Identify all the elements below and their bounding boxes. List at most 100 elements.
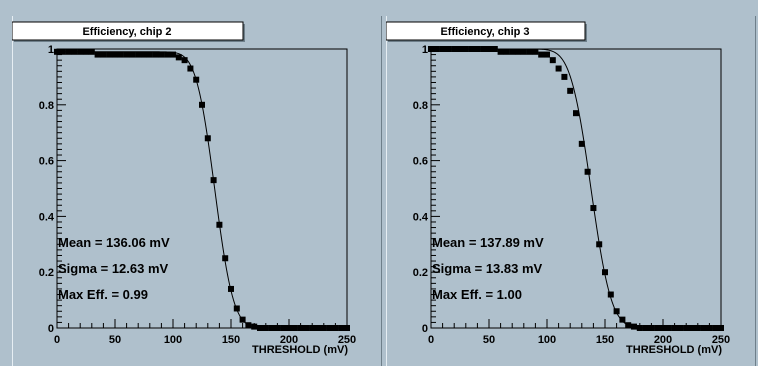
x-tick-label: 200 bbox=[654, 334, 672, 346]
data-point bbox=[170, 51, 176, 58]
data-point bbox=[251, 323, 258, 330]
data-point bbox=[164, 51, 171, 58]
stat-mean: Mean = 136.06 mV bbox=[58, 235, 170, 250]
y-tick-label: 1 bbox=[422, 44, 428, 56]
data-point bbox=[216, 221, 223, 228]
data-point bbox=[718, 325, 724, 331]
y-tick-label: 0 bbox=[422, 323, 428, 335]
data-points bbox=[54, 48, 350, 331]
data-point bbox=[146, 51, 153, 58]
x-tick-label: 50 bbox=[109, 334, 121, 346]
data-point bbox=[462, 46, 469, 52]
data-point bbox=[262, 325, 269, 331]
data-point bbox=[694, 325, 701, 331]
data-point bbox=[222, 255, 229, 262]
data-point bbox=[106, 51, 113, 58]
y-tick-label: 1 bbox=[48, 44, 54, 56]
data-point bbox=[590, 205, 597, 212]
y-tick-label: 0.8 bbox=[39, 100, 54, 112]
data-point bbox=[596, 241, 603, 248]
data-point bbox=[573, 110, 579, 117]
y-tick-label: 0.6 bbox=[39, 156, 54, 168]
data-point bbox=[175, 54, 182, 61]
data-points bbox=[428, 46, 724, 331]
x-tick-labels: 0 50 100 150 200 250 bbox=[428, 334, 730, 346]
data-point bbox=[526, 48, 533, 55]
data-point bbox=[338, 325, 345, 331]
y-tick-label: 0.4 bbox=[413, 211, 429, 223]
data-point bbox=[445, 46, 452, 52]
data-point bbox=[332, 325, 339, 331]
data-point bbox=[648, 325, 655, 331]
data-point bbox=[65, 48, 72, 55]
data-point bbox=[158, 51, 165, 58]
data-point bbox=[228, 285, 234, 292]
data-point bbox=[77, 48, 84, 55]
stat-mean: Mean = 137.89 mV bbox=[432, 235, 544, 250]
data-point bbox=[532, 48, 539, 55]
data-point bbox=[439, 46, 446, 52]
data-point bbox=[503, 48, 510, 55]
x-tick-label: 200 bbox=[280, 334, 298, 346]
data-point bbox=[497, 48, 504, 55]
data-point bbox=[544, 51, 550, 58]
data-point bbox=[607, 291, 614, 298]
data-point bbox=[280, 325, 287, 331]
data-point bbox=[233, 305, 240, 312]
y-tick-label: 0.6 bbox=[413, 156, 428, 168]
x-tick-label: 0 bbox=[54, 334, 60, 346]
data-point bbox=[491, 46, 498, 52]
data-point bbox=[509, 48, 516, 55]
data-point bbox=[303, 325, 310, 331]
data-point bbox=[309, 325, 316, 331]
stat-max-eff: Max Eff. = 0.99 bbox=[58, 287, 148, 302]
y-tick-labels: 0 0.2 0.4 0.6 0.8 1 bbox=[413, 44, 429, 335]
y-tick-labels: 0 0.2 0.4 0.6 0.8 1 bbox=[39, 44, 55, 335]
data-point bbox=[706, 325, 713, 331]
data-point bbox=[315, 325, 321, 331]
data-point bbox=[584, 168, 591, 175]
x-tick-label: 250 bbox=[712, 334, 730, 346]
x-tick-label: 100 bbox=[164, 334, 182, 346]
data-point bbox=[239, 316, 246, 323]
chart-title: Efficiency, chip 2 bbox=[82, 26, 171, 38]
title-box bbox=[12, 21, 244, 41]
data-point bbox=[245, 322, 252, 329]
data-point bbox=[112, 51, 118, 58]
x-tick-label: 150 bbox=[222, 334, 240, 346]
data-point bbox=[135, 51, 142, 58]
data-point bbox=[567, 87, 574, 94]
y-tick-label: 0.4 bbox=[39, 211, 55, 223]
plot-frame bbox=[56, 48, 348, 329]
data-point bbox=[561, 73, 568, 80]
plot-frame bbox=[430, 48, 722, 329]
data-point bbox=[123, 51, 130, 58]
data-point bbox=[619, 316, 626, 323]
data-point bbox=[268, 325, 275, 331]
data-point bbox=[344, 325, 350, 331]
data-point bbox=[671, 325, 678, 331]
data-point bbox=[320, 325, 327, 331]
data-point bbox=[549, 57, 556, 64]
data-point bbox=[468, 46, 475, 52]
chart-pad-chip-3: 0 0.2 0.4 0.6 0.8 1 0 50 100 150 200 250… bbox=[386, 0, 756, 366]
fit-stats: Mean = 137.89 mV Sigma = 13.83 mV Max Ef… bbox=[432, 235, 544, 302]
data-point bbox=[141, 51, 147, 58]
data-point bbox=[520, 48, 527, 55]
x-tick-label: 250 bbox=[338, 334, 356, 346]
y-tick-label: 0.2 bbox=[413, 267, 428, 279]
data-point bbox=[83, 48, 89, 55]
title-box bbox=[386, 21, 586, 41]
data-point bbox=[187, 65, 194, 72]
data-point bbox=[433, 46, 440, 52]
data-point bbox=[636, 325, 643, 331]
data-point bbox=[474, 46, 481, 52]
data-point bbox=[59, 48, 66, 55]
data-point bbox=[625, 322, 632, 329]
chart-pad-chip-2: 0 0.2 0.4 0.6 0.8 1 0 50 100 150 200 250… bbox=[12, 0, 382, 366]
data-point bbox=[129, 51, 136, 58]
y-tick-label: 0.8 bbox=[413, 100, 428, 112]
data-point bbox=[54, 48, 60, 55]
chart-svg: 0 0.2 0.4 0.6 0.8 1 0 50 100 150 200 250… bbox=[386, 16, 756, 366]
data-point bbox=[654, 325, 661, 331]
